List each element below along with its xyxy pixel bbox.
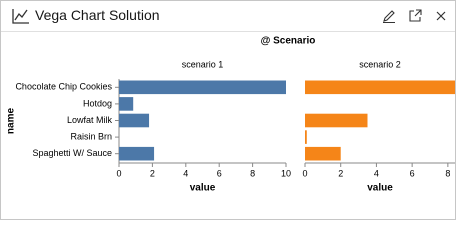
x-tick-label: 2 — [338, 168, 343, 178]
facet-title: @ Scenario — [261, 36, 316, 47]
x-tick-label: 6 — [217, 168, 222, 178]
bar — [119, 80, 286, 95]
bar — [305, 130, 307, 144]
popout-button[interactable] — [407, 8, 423, 24]
facet-label: scenario 2 — [359, 59, 401, 69]
window-header: Vega Chart Solution — [1, 1, 455, 32]
window-title: Vega Chart Solution — [35, 7, 160, 23]
bar — [119, 113, 150, 128]
x-tick-label: 6 — [410, 168, 415, 178]
x-tick-label: 10 — [281, 168, 291, 178]
x-tick-label: 8 — [445, 168, 450, 178]
bar — [305, 80, 455, 95]
x-tick-label: 0 — [302, 168, 307, 178]
bar — [119, 146, 155, 161]
edit-button[interactable] — [381, 8, 397, 24]
chart-window: Vega Chart Solution @ Scenario name Choc… — [0, 0, 456, 220]
bar — [119, 97, 134, 111]
x-tick-label: 4 — [374, 168, 379, 178]
chart-icon — [12, 9, 29, 24]
x-tick-label: 4 — [183, 168, 188, 178]
chart: @ Scenario name Chocolate Chip Cookies Ho… — [6, 36, 455, 194]
bar — [305, 113, 368, 128]
x-tick-label: 2 — [150, 168, 155, 178]
facet-label: scenario 1 — [182, 59, 224, 69]
y-tick-label: Lowfat Milk — [67, 115, 113, 125]
x-tick-label: 0 — [116, 168, 121, 178]
y-axis-title: name — [6, 108, 17, 135]
y-tick-label: Chocolate Chip Cookies — [15, 82, 112, 92]
x-tick-label: 8 — [250, 168, 255, 178]
bar — [305, 146, 341, 161]
close-button[interactable] — [433, 8, 449, 24]
x-axis-title: value — [367, 183, 393, 194]
y-tick-label: Hotdog — [83, 98, 112, 108]
y-tick-label: Spaghetti W/ Sauce — [32, 148, 112, 158]
y-tick-label: Raisin Brn — [70, 131, 112, 141]
x-axis-title: value — [190, 183, 216, 194]
